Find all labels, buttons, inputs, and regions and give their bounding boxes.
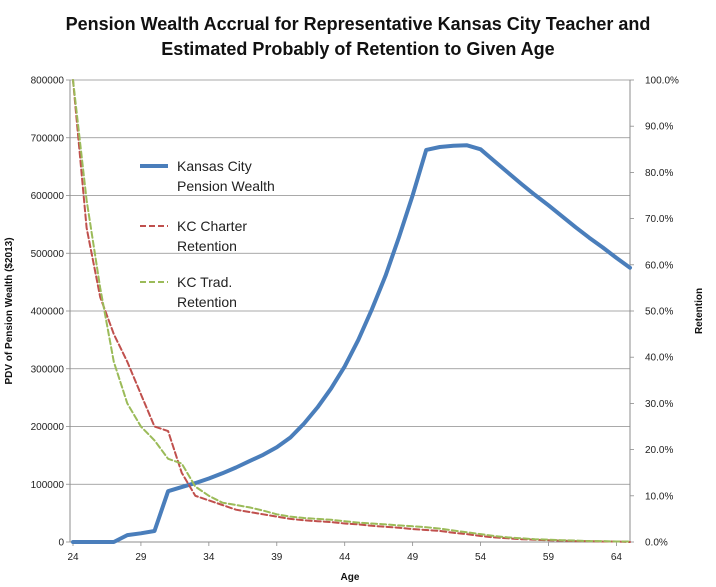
- y2-axis-title: Retention: [694, 288, 705, 334]
- y-tick-label: 200000: [31, 422, 65, 433]
- x-tick-label: 64: [611, 552, 623, 563]
- y-tick-label: 500000: [31, 249, 65, 260]
- y2-tick-label: 90.0%: [645, 122, 673, 133]
- legend: Kansas City Pension Wealth KC Charter Reten…: [140, 158, 275, 310]
- x-axis-title: Age: [341, 572, 360, 583]
- chart-title-line2: Estimated Probably of Retention to Given…: [161, 39, 555, 59]
- chart-title: Pension Wealth Accrual for Representativ…: [0, 12, 716, 62]
- series-line-2: [72, 79, 631, 543]
- legend-label-2-line2: Retention: [177, 238, 237, 254]
- y2-tick-label: 60.0%: [645, 260, 673, 271]
- y-tick-label: 100000: [31, 480, 65, 491]
- y2-tick-label: 100.0%: [645, 76, 679, 87]
- y2-tick-label: 40.0%: [645, 353, 673, 364]
- series-line-3: [72, 79, 631, 543]
- x-tick-label: 59: [543, 552, 555, 563]
- y2-tick-label: 70.0%: [645, 214, 673, 225]
- y-axis-title: PDV of Pension Wealth ($2013): [4, 237, 15, 384]
- legend-label-2-line1: KC Charter: [177, 218, 247, 234]
- series-group: [71, 79, 632, 544]
- gridlines: [70, 79, 630, 485]
- tick-labels: 0 100000 200000 300000 400000 500000 600000 700…: [31, 76, 679, 564]
- y-tick-label: 700000: [31, 133, 65, 144]
- y-tick-label: 300000: [31, 364, 65, 375]
- y2-tick-label: 80.0%: [645, 168, 673, 179]
- legend-label-3-line2: Retention: [177, 294, 237, 310]
- x-tick-label: 34: [203, 552, 215, 563]
- legend-label-3-line1: KC Trad.: [177, 274, 232, 290]
- y2-tick-label: 10.0%: [645, 491, 673, 502]
- x-tick-label: 39: [271, 552, 283, 563]
- x-tick-label: 29: [135, 552, 147, 563]
- chart-title-line1: Pension Wealth Accrual for Representativ…: [65, 14, 651, 34]
- x-tick-label: 54: [475, 552, 487, 563]
- x-tick-label: 44: [339, 552, 351, 563]
- legend-label-1-line1: Kansas City: [177, 158, 252, 174]
- y2-tick-label: 50.0%: [645, 307, 673, 318]
- series-line-1: [71, 143, 632, 544]
- x-tick-label: 24: [67, 552, 79, 563]
- y2-tick-label: 0.0%: [645, 538, 668, 549]
- axes: [66, 79, 634, 546]
- y-tick-label: 0: [58, 538, 64, 549]
- y-tick-label: 400000: [31, 307, 65, 318]
- legend-label-1-line2: Pension Wealth: [177, 178, 275, 194]
- y-tick-label: 800000: [31, 76, 65, 87]
- y-tick-label: 600000: [31, 191, 65, 202]
- x-tick-label: 49: [407, 552, 419, 563]
- y2-tick-label: 30.0%: [645, 399, 673, 410]
- y2-tick-label: 20.0%: [645, 445, 673, 456]
